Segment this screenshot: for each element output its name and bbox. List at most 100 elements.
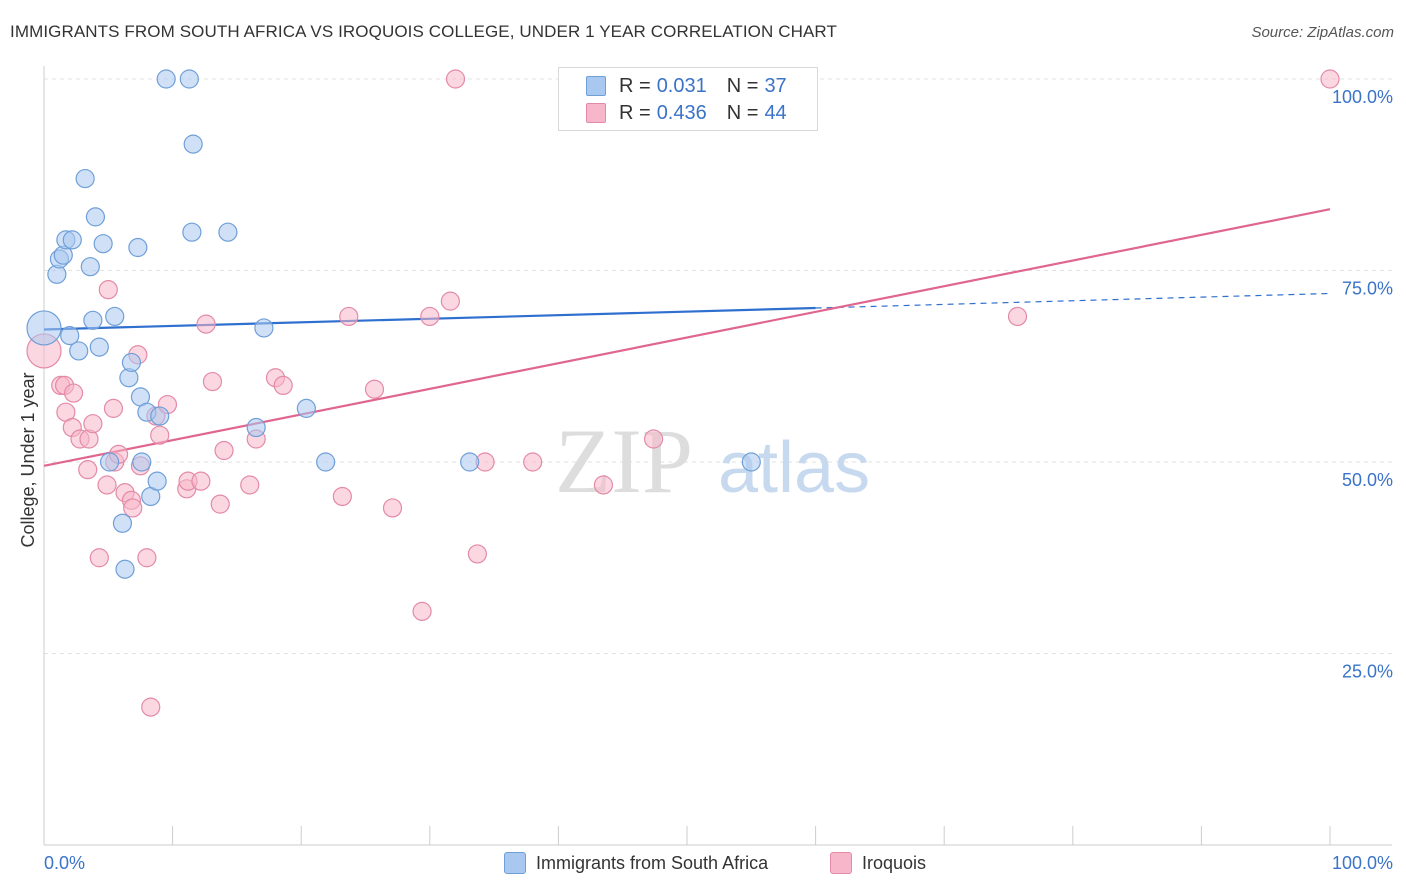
data-point — [137, 548, 157, 568]
data-point — [191, 471, 211, 491]
trend-line-blue-extension — [815, 292, 1331, 309]
data-point — [210, 494, 230, 514]
r-value: 0.436 — [656, 101, 707, 124]
data-point — [214, 440, 234, 461]
r-label: R = — [619, 101, 651, 124]
data-point — [196, 314, 216, 334]
series-immigrants-south-africa — [26, 69, 761, 579]
data-point — [523, 452, 543, 472]
data-point — [78, 460, 98, 480]
data-point — [60, 326, 80, 346]
data-point — [254, 318, 274, 338]
series-iroquois — [26, 69, 1340, 717]
n-label: N = — [726, 74, 759, 97]
data-point — [85, 207, 106, 227]
data-point — [69, 341, 89, 361]
data-point — [105, 306, 125, 327]
y-tick-label: 50.0% — [1342, 470, 1393, 490]
data-point — [182, 222, 202, 242]
n-label: N = — [726, 101, 759, 124]
data-point — [240, 475, 260, 495]
data-point — [593, 475, 614, 495]
n-value: 37 — [764, 74, 787, 97]
data-point — [62, 230, 82, 250]
data-point — [63, 383, 84, 403]
data-point — [1007, 306, 1028, 327]
data-point — [103, 398, 124, 418]
x-tick-label: 0.0% — [44, 853, 85, 873]
correlation-legend: R = 0.031 N = 37 R = 0.436 N = 44 — [558, 67, 818, 131]
legend-item-iroquois[interactable]: Iroquois — [830, 852, 926, 874]
data-point — [97, 475, 117, 495]
data-point — [460, 452, 480, 472]
r-value: 0.031 — [656, 74, 707, 97]
tick-labels: 25.0% 50.0% 75.0% 100.0% 0.0% 100.0% — [44, 87, 1393, 873]
data-point — [296, 398, 316, 418]
watermark: ZIP atlas — [555, 410, 870, 512]
data-point — [420, 306, 440, 327]
data-point — [80, 257, 100, 277]
watermark-atlas: atlas — [718, 428, 870, 508]
y-tick-label: 100.0% — [1332, 87, 1393, 107]
y-axis-label: College, Under 1 year — [18, 372, 38, 547]
data-point — [246, 417, 266, 438]
data-point — [26, 310, 62, 346]
legend-swatch-blue — [504, 852, 526, 874]
chart-title: IMMIGRANTS FROM SOUTH AFRICA VS IROQUOIS… — [10, 22, 837, 41]
data-point — [179, 69, 199, 89]
legend-row-blue: R = 0.031 N = 37 — [586, 74, 787, 98]
data-point — [115, 559, 135, 579]
y-tick-label: 25.0% — [1342, 662, 1393, 682]
n-value: 44 — [764, 101, 787, 124]
data-point — [183, 134, 203, 154]
source-label: Source: ZipAtlas.com — [1251, 24, 1394, 41]
y-tick-label: 75.0% — [1342, 279, 1393, 299]
data-point — [89, 548, 109, 568]
data-point — [123, 498, 143, 518]
data-point — [98, 280, 118, 300]
legend-row-pink: R = 0.436 N = 44 — [586, 101, 787, 125]
watermark-zip: ZIP — [555, 410, 693, 512]
legend-swatch-blue — [586, 76, 606, 96]
data-point — [156, 69, 176, 89]
data-point — [150, 406, 170, 426]
data-point — [121, 352, 142, 373]
data-point — [273, 375, 293, 395]
data-point — [382, 498, 403, 518]
data-point — [132, 452, 152, 472]
legend-label: Iroquois — [862, 852, 927, 873]
series-legend: Immigrants from South Africa Iroquois — [0, 852, 1406, 878]
data-point — [412, 601, 432, 621]
data-point — [445, 69, 466, 89]
data-point — [99, 452, 120, 472]
data-point — [364, 379, 385, 399]
r-label: R = — [619, 74, 651, 97]
x-tick-label: 100.0% — [1332, 853, 1393, 873]
data-point — [93, 234, 113, 254]
data-point — [75, 168, 95, 189]
data-point — [112, 513, 133, 533]
legend-swatch-pink — [586, 103, 606, 123]
data-point — [339, 306, 359, 327]
data-point — [643, 429, 664, 449]
data-point — [332, 486, 352, 507]
data-point — [467, 544, 487, 564]
data-point — [128, 237, 148, 258]
data-point — [316, 452, 336, 472]
legend-item-immigrants[interactable]: Immigrants from South Africa — [504, 852, 768, 874]
data-point — [89, 337, 109, 357]
data-point — [202, 371, 223, 392]
data-point — [83, 414, 103, 434]
grid-lines — [44, 78, 1392, 654]
axes — [43, 66, 1392, 846]
legend-label: Immigrants from South Africa — [536, 852, 769, 873]
data-point — [141, 697, 161, 717]
data-point — [440, 291, 460, 311]
data-point — [150, 425, 170, 445]
legend-swatch-pink — [830, 852, 852, 874]
data-point — [1320, 69, 1340, 89]
data-point — [147, 471, 167, 491]
data-point — [741, 452, 761, 472]
data-point — [83, 310, 103, 330]
